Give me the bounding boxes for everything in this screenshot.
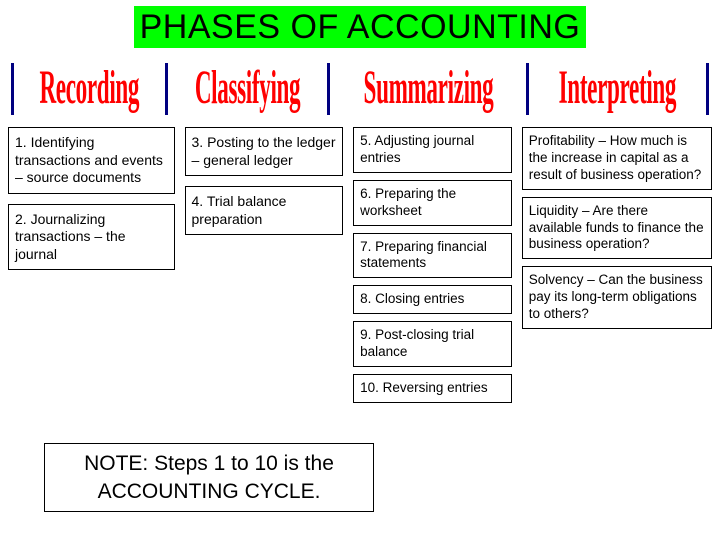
step-box: 10. Reversing entries xyxy=(353,374,512,403)
step-box: 7. Preparing financial statements xyxy=(353,233,512,279)
concept-box: Profitability – How much is the increase… xyxy=(522,127,712,190)
concept-box: Liquidity – Are there available funds to… xyxy=(522,197,712,260)
column-classifying: 3. Posting to the ledger – general ledge… xyxy=(185,127,344,403)
phase-headings-row: Recording Classifying Summarizing Interp… xyxy=(0,57,720,123)
heading-recording: Recording xyxy=(40,62,140,115)
title-bar: PHASES OF ACCOUNTING xyxy=(0,0,720,57)
step-box: 3. Posting to the ledger – general ledge… xyxy=(185,127,344,176)
note-box: NOTE: Steps 1 to 10 is the ACCOUNTING CY… xyxy=(44,443,374,512)
heading-summarizing: Summarizing xyxy=(363,62,493,115)
divider xyxy=(11,63,14,115)
column-summarizing: 5. Adjusting journal entries 6. Preparin… xyxy=(353,127,512,403)
divider xyxy=(706,63,709,115)
divider xyxy=(165,63,168,115)
step-box: 6. Preparing the worksheet xyxy=(353,180,512,226)
concept-box: Solvency – Can the business pay its long… xyxy=(522,266,712,329)
step-box: 1. Identifying transactions and events –… xyxy=(8,127,175,194)
column-interpreting: Profitability – How much is the increase… xyxy=(522,127,712,403)
step-box: 2. Journalizing transactions – the journ… xyxy=(8,204,175,271)
page-title: PHASES OF ACCOUNTING xyxy=(134,6,587,48)
step-box: 5. Adjusting journal entries xyxy=(353,127,512,173)
columns-container: 1. Identifying transactions and events –… xyxy=(0,123,720,403)
heading-interpreting: Interpreting xyxy=(559,62,677,115)
divider xyxy=(327,63,330,115)
column-recording: 1. Identifying transactions and events –… xyxy=(8,127,175,403)
step-box: 8. Closing entries xyxy=(353,285,512,314)
divider xyxy=(526,63,529,115)
heading-classifying: Classifying xyxy=(195,62,300,115)
step-box: 4. Trial balance preparation xyxy=(185,186,344,235)
step-box: 9. Post-closing trial balance xyxy=(353,321,512,367)
